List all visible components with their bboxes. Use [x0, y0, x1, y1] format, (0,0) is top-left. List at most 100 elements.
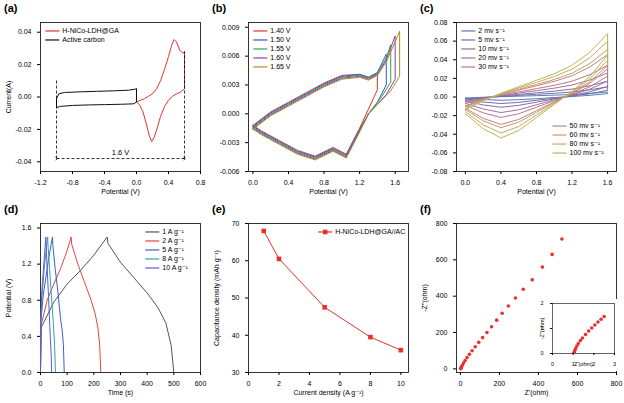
svg-text:0: 0: [458, 380, 462, 387]
svg-text:0.006: 0.006: [222, 52, 240, 59]
svg-text:600: 600: [436, 256, 448, 263]
svg-text:10 mv s⁻¹: 10 mv s⁻¹: [478, 45, 509, 52]
svg-text:600: 600: [572, 380, 584, 387]
svg-text:50 mv s⁻¹: 50 mv s⁻¹: [570, 122, 601, 129]
svg-text:1.40 V: 1.40 V: [270, 27, 291, 34]
svg-text:Potential (V): Potential (V): [309, 188, 348, 196]
svg-text:1.65 V: 1.65 V: [270, 63, 291, 70]
svg-text:-Z''(ohm): -Z''(ohm): [421, 284, 429, 312]
svg-text:Current density (A g⁻¹): Current density (A g⁻¹): [293, 389, 363, 397]
svg-text:-0.8: -0.8: [66, 179, 78, 186]
svg-text:20 mv s⁻¹: 20 mv s⁻¹: [478, 54, 509, 61]
svg-text:2 mv s⁻¹: 2 mv s⁻¹: [478, 27, 505, 34]
svg-text:30: 30: [232, 369, 240, 376]
svg-text:5 mv s⁻¹: 5 mv s⁻¹: [478, 36, 505, 43]
svg-text:1.55 V: 1.55 V: [270, 45, 291, 52]
svg-text:300: 300: [115, 380, 127, 387]
svg-text:1.6 V: 1.6 V: [112, 148, 130, 157]
svg-text:100: 100: [61, 380, 73, 387]
svg-text:-0.06: -0.06: [432, 149, 448, 156]
svg-text:0.06: 0.06: [434, 37, 448, 44]
svg-text:800: 800: [436, 220, 448, 227]
svg-text:2 A g⁻¹: 2 A g⁻¹: [162, 237, 184, 245]
svg-text:0.0: 0.0: [461, 179, 471, 186]
svg-text:0.4: 0.4: [164, 179, 174, 186]
svg-text:0.0: 0.0: [248, 179, 258, 186]
svg-text:-Z''(ohm): -Z''(ohm): [539, 318, 545, 340]
svg-text:0.000: 0.000: [222, 110, 240, 117]
svg-text:400: 400: [141, 380, 153, 387]
svg-text:50: 50: [232, 294, 240, 301]
svg-text:800: 800: [611, 380, 623, 387]
svg-text:400: 400: [533, 380, 545, 387]
svg-text:Potential (V): Potential (V): [517, 188, 556, 196]
svg-text:Capacitance density (mAh g⁻¹): Capacitance density (mAh g⁻¹): [213, 250, 221, 346]
svg-text:0.8: 0.8: [532, 179, 542, 186]
svg-text:0.00: 0.00: [18, 93, 32, 100]
svg-text:1.2: 1.2: [567, 179, 577, 186]
svg-text:-0.02: -0.02: [16, 126, 32, 133]
svg-text:1.2: 1.2: [355, 179, 365, 186]
svg-text:10: 10: [397, 380, 405, 387]
svg-text:Time (s): Time (s): [108, 389, 133, 397]
svg-text:0.009: 0.009: [222, 24, 240, 31]
svg-text:0.4: 0.4: [22, 333, 32, 340]
svg-text:1 A g⁻¹: 1 A g⁻¹: [162, 228, 184, 236]
svg-text:0: 0: [444, 365, 448, 372]
svg-text:60: 60: [232, 257, 240, 264]
svg-text:-1.2: -1.2: [34, 179, 46, 186]
svg-text:0.4: 0.4: [284, 179, 294, 186]
svg-text:Z'(ohm): Z'(ohm): [525, 389, 549, 397]
svg-text:-0.02: -0.02: [432, 112, 448, 119]
svg-text:2: 2: [540, 300, 543, 306]
svg-text:200: 200: [88, 380, 100, 387]
svg-text:0.04: 0.04: [434, 56, 448, 63]
svg-text:Potential (V): Potential (V): [5, 279, 13, 318]
svg-text:Potential (V): Potential (V): [101, 188, 140, 196]
svg-text:1.6: 1.6: [22, 224, 32, 231]
svg-text:0.8: 0.8: [196, 179, 206, 186]
svg-text:2: 2: [277, 380, 281, 387]
svg-text:40: 40: [232, 331, 240, 338]
svg-text:0.02: 0.02: [434, 75, 448, 82]
svg-text:-0.08: -0.08: [432, 168, 448, 175]
svg-text:0: 0: [540, 350, 543, 356]
svg-text:400: 400: [436, 292, 448, 299]
svg-text:H-NiCo-LDH@GA//AC: H-NiCo-LDH@GA//AC: [335, 228, 405, 235]
svg-text:0: 0: [39, 380, 43, 387]
svg-text:-0.04: -0.04: [16, 158, 32, 165]
svg-text:500: 500: [168, 380, 180, 387]
svg-text:60 mv s⁻¹: 60 mv s⁻¹: [570, 131, 601, 138]
svg-text:6: 6: [338, 380, 342, 387]
svg-text:Z'(ohm): Z'(ohm): [574, 361, 593, 367]
svg-text:5 A g⁻¹: 5 A g⁻¹: [162, 246, 184, 254]
svg-text:70: 70: [232, 220, 240, 227]
svg-text:-0.003: -0.003: [220, 139, 240, 146]
svg-text:600: 600: [195, 380, 207, 387]
svg-text:1.6: 1.6: [603, 179, 613, 186]
svg-text:Current(A): Current(A): [5, 81, 13, 114]
svg-text:0.00: 0.00: [434, 93, 448, 100]
svg-text:0: 0: [247, 380, 251, 387]
svg-text:0.8: 0.8: [319, 179, 329, 186]
svg-text:1.50 V: 1.50 V: [270, 36, 291, 43]
svg-text:8: 8: [368, 380, 372, 387]
svg-text:10 A g⁻¹: 10 A g⁻¹: [162, 264, 188, 272]
svg-text:-0.4: -0.4: [98, 179, 110, 186]
svg-text:H-NiCo-LDH@GA: H-NiCo-LDH@GA: [62, 27, 119, 34]
svg-text:0.08: 0.08: [434, 19, 448, 26]
svg-text:0: 0: [551, 361, 554, 367]
svg-text:-0.006: -0.006: [220, 168, 240, 175]
svg-text:0.0: 0.0: [22, 369, 32, 376]
svg-text:1.6: 1.6: [390, 179, 400, 186]
svg-text:30 mv s⁻¹: 30 mv s⁻¹: [478, 63, 509, 70]
svg-text:80 mv s⁻¹: 80 mv s⁻¹: [570, 140, 601, 147]
svg-text:8 A g⁻¹: 8 A g⁻¹: [162, 255, 184, 263]
svg-text:Active carbon: Active carbon: [62, 36, 105, 43]
svg-text:0.8: 0.8: [22, 296, 32, 303]
svg-text:100 mv s⁻¹: 100 mv s⁻¹: [570, 149, 605, 156]
svg-text:200: 200: [436, 329, 448, 336]
svg-text:200: 200: [494, 380, 506, 387]
svg-text:1.60 V: 1.60 V: [270, 54, 291, 61]
svg-text:0.0: 0.0: [132, 179, 142, 186]
